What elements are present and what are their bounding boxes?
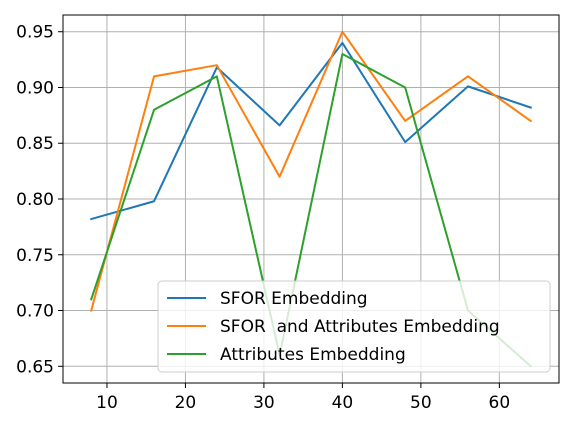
x-tick-label: 50 [410,393,432,413]
y-axis: 0.65 0.70 0.75 0.80 0.85 0.90 0.95 [16,23,63,377]
series-line-1 [90,41,533,221]
series-line-3 [89,53,533,368]
x-tick-label: 60 [489,393,511,413]
legend: SFOR Embedding SFOR and Attributes Embedd… [157,280,551,373]
y-tick-label: 0.70 [16,302,54,322]
legend-box [157,280,551,373]
x-tick-label: 20 [175,393,197,413]
x-tick-label: 40 [332,393,354,413]
legend-label: Attributes Embedding [220,345,406,365]
y-tick-label: 0.95 [16,23,54,43]
y-tick-label: 0.80 [16,190,54,210]
y-tick-label: 0.65 [16,357,54,377]
series-line-2 [90,30,533,312]
series-lines [89,30,533,368]
grid [63,15,559,383]
legend-label: SFOR Embedding [220,289,368,309]
x-tick-label: 10 [96,393,118,413]
x-tick-label: 30 [253,393,275,413]
y-tick-label: 0.90 [16,78,54,98]
x-axis: 10 20 30 40 50 60 [96,383,510,413]
legend-label: SFOR and Attributes Embedding [220,317,500,337]
y-tick-label: 0.75 [16,246,54,266]
y-tick-label: 0.85 [16,134,54,154]
